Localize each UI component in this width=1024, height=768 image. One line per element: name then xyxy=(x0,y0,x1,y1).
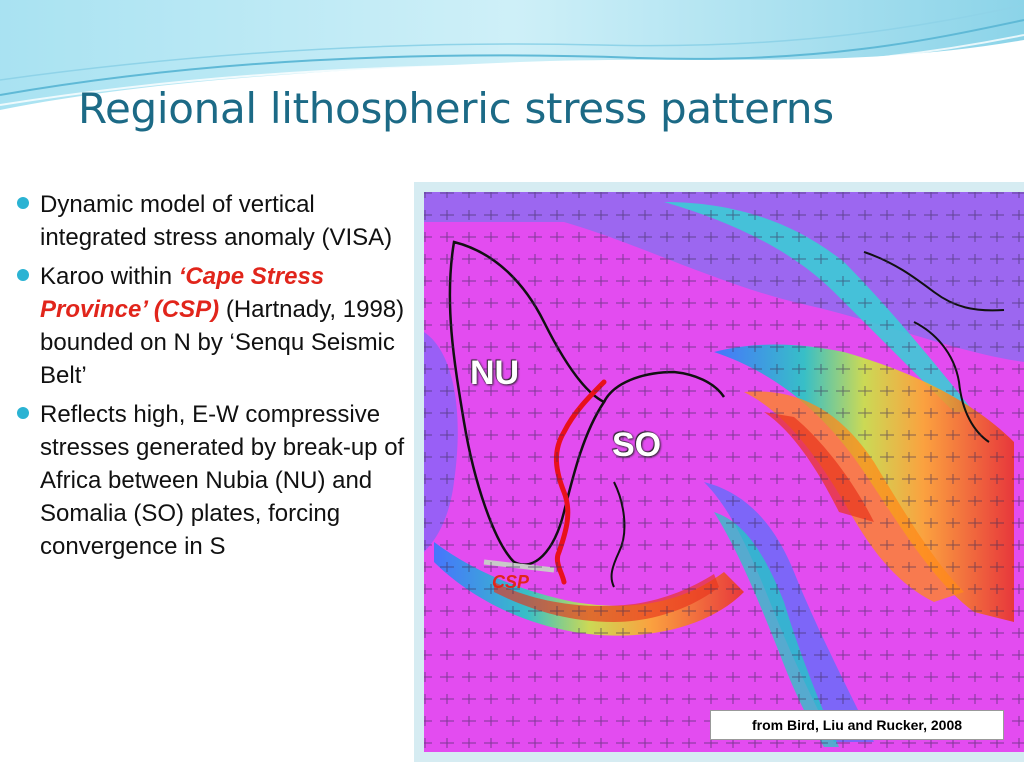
bullet-dot-icon xyxy=(17,269,29,281)
slide-title: Regional lithospheric stress patterns xyxy=(78,84,834,133)
nubia-plate-label: NU xyxy=(470,354,520,392)
bullet-item: Karoo within ‘Cape Stress Province’ (CSP… xyxy=(14,260,414,392)
bullet-text-prefix: Karoo within xyxy=(40,263,179,290)
csp-highlight: ‘Cape Stress Province’ (CSP) xyxy=(40,263,325,323)
bullet-dot-icon xyxy=(17,407,29,419)
bullet-item: Reflects high, E-W compressive stresses … xyxy=(14,398,414,563)
bullet-list: Dynamic model of vertical integrated str… xyxy=(14,188,414,569)
bullet-text-suffix: (Hartnady, 1998) bounded on N by ‘Senqu … xyxy=(40,296,405,389)
stress-map-figure: NU SO CSP xyxy=(414,182,1024,762)
stress-map-image xyxy=(424,192,1024,752)
figure-credit: from Bird, Liu and Rucker, 2008 xyxy=(710,710,1004,740)
bullet-dot-icon xyxy=(17,197,29,209)
csp-map-label: CSP xyxy=(492,572,530,592)
bullet-item: Dynamic model of vertical integrated str… xyxy=(14,188,414,254)
bullet-text: Reflects high, E-W compressive stresses … xyxy=(40,401,405,560)
decorative-waves xyxy=(0,0,1024,110)
bullet-text: Dynamic model of vertical integrated str… xyxy=(40,191,393,251)
somalia-plate-label: SO xyxy=(612,426,662,464)
